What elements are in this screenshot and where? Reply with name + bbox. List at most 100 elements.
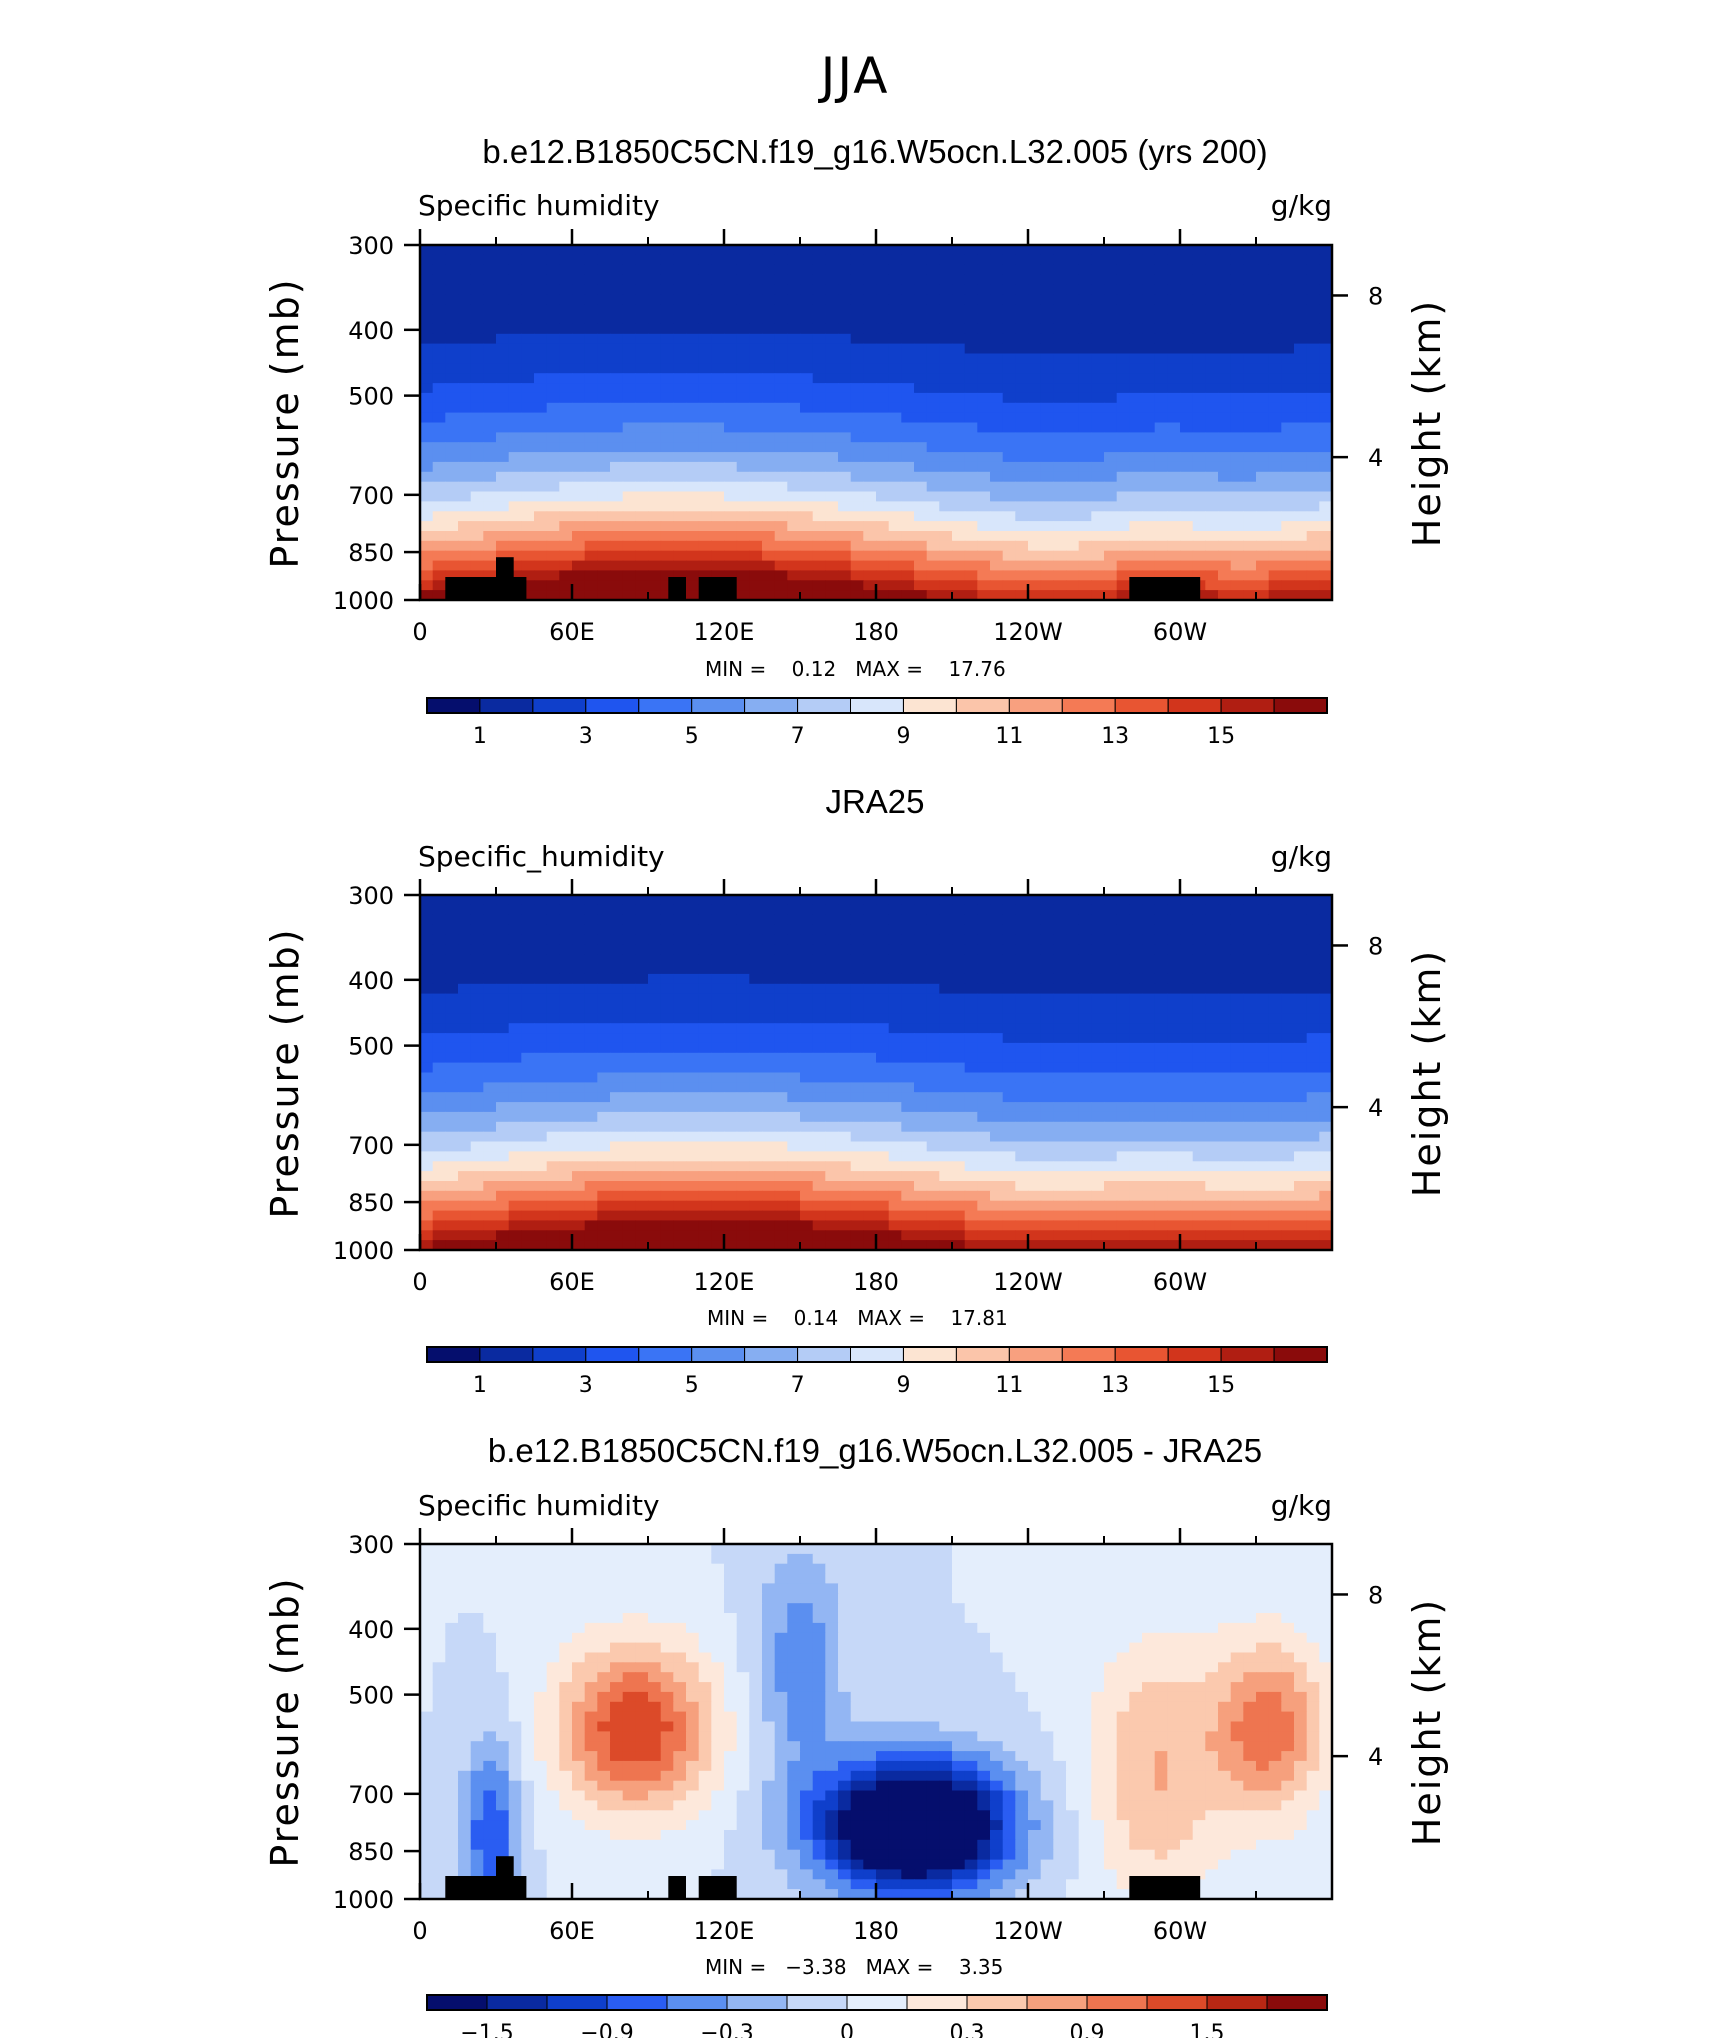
field-cell (496, 422, 510, 433)
field-cell (1230, 1092, 1244, 1103)
field-cell (445, 294, 459, 305)
field-cell (1040, 1190, 1054, 1202)
field-cell (610, 461, 624, 473)
field-cell (1268, 284, 1282, 295)
field-cell (850, 501, 864, 512)
field-cell (470, 540, 484, 552)
field-cell (420, 254, 434, 266)
field-cell (926, 1111, 940, 1123)
field-cell (622, 1131, 636, 1143)
field-cell (1256, 254, 1270, 266)
field-cell (432, 1072, 446, 1083)
field-cell (1319, 442, 1333, 453)
field-cell (420, 1033, 434, 1044)
field-cell (1028, 363, 1042, 374)
field-cell (660, 1033, 674, 1044)
field-cell (787, 461, 801, 473)
field-cell (762, 373, 776, 384)
field-cell (774, 1082, 788, 1093)
field-cell (610, 570, 624, 581)
field-cell (445, 304, 459, 315)
field-cell (1306, 1013, 1320, 1024)
field-cell (635, 521, 649, 532)
field-cell (1142, 1141, 1156, 1152)
field-cell (1154, 254, 1168, 266)
field-cell (521, 521, 535, 532)
field-cell (736, 904, 750, 916)
field-cell (1116, 1023, 1130, 1034)
field-cell (458, 461, 472, 473)
field-cell (1015, 1161, 1029, 1172)
field-cell (774, 264, 788, 276)
field-cell (850, 1033, 864, 1044)
field-cell (1192, 521, 1206, 532)
field-cell (876, 914, 890, 926)
field-cell (597, 1141, 611, 1152)
field-cell (1256, 973, 1270, 985)
field-cell (597, 983, 611, 995)
field-cell (1294, 1161, 1308, 1172)
field-cell (584, 904, 598, 916)
field-cell (838, 904, 852, 916)
field-cell (597, 934, 611, 945)
field-cell (508, 1190, 522, 1202)
field-cell (1040, 954, 1054, 965)
field-cell (1192, 432, 1206, 443)
field-cell (800, 1062, 814, 1074)
field-cell (546, 501, 560, 512)
field-cell (496, 501, 510, 512)
field-cell (559, 1013, 573, 1024)
field-cell (432, 264, 446, 276)
field-cell (445, 964, 459, 975)
field-cell (1306, 895, 1320, 906)
field-cell (952, 904, 966, 916)
field-cell (1091, 1200, 1105, 1212)
field-cell (584, 521, 598, 532)
field-cell (1218, 924, 1232, 936)
field-cell (1066, 412, 1080, 424)
field-cell (939, 914, 953, 926)
field-cell (787, 1161, 801, 1172)
field-cell (1218, 274, 1232, 286)
field-cell (483, 1111, 497, 1123)
field-cell (698, 983, 712, 995)
field-cell (1028, 284, 1042, 295)
field-cell (1256, 471, 1270, 483)
field-cell (648, 1003, 662, 1014)
field-cell (584, 442, 598, 453)
field-cell (1306, 314, 1320, 325)
field-cell (648, 1092, 662, 1103)
field-cell (1192, 993, 1206, 1005)
field-cell (521, 973, 535, 985)
field-cell (863, 1033, 877, 1044)
field-cell (1243, 412, 1257, 424)
field-cell (432, 570, 446, 581)
field-cell (749, 1181, 763, 1192)
field-cell (749, 1023, 763, 1034)
field-cell (1230, 570, 1244, 581)
field-cell (559, 570, 573, 581)
field-cell (762, 481, 776, 493)
field-cell (673, 924, 687, 936)
field-cell (622, 511, 636, 522)
field-cell (711, 1141, 725, 1152)
field-cell (1116, 314, 1130, 325)
field-cell (825, 944, 839, 955)
field-cell (762, 1062, 776, 1074)
field-cell (800, 914, 814, 926)
field-cell (1129, 1141, 1143, 1152)
field-cell (584, 1033, 598, 1044)
y-axis-label-left: Pressure (mb) (263, 927, 307, 1218)
field-cell (420, 323, 434, 335)
field-cell (1192, 412, 1206, 424)
field-cell (926, 452, 940, 463)
field-cell (1306, 245, 1320, 256)
field-cell (1167, 1200, 1181, 1212)
field-cell (888, 1013, 902, 1024)
field-cell (888, 1151, 902, 1162)
field-cell (1066, 1023, 1080, 1034)
field-cell (458, 914, 472, 926)
colorbar-swatch (1273, 697, 1328, 714)
field-cell (508, 461, 522, 473)
field-cell (863, 1161, 877, 1172)
